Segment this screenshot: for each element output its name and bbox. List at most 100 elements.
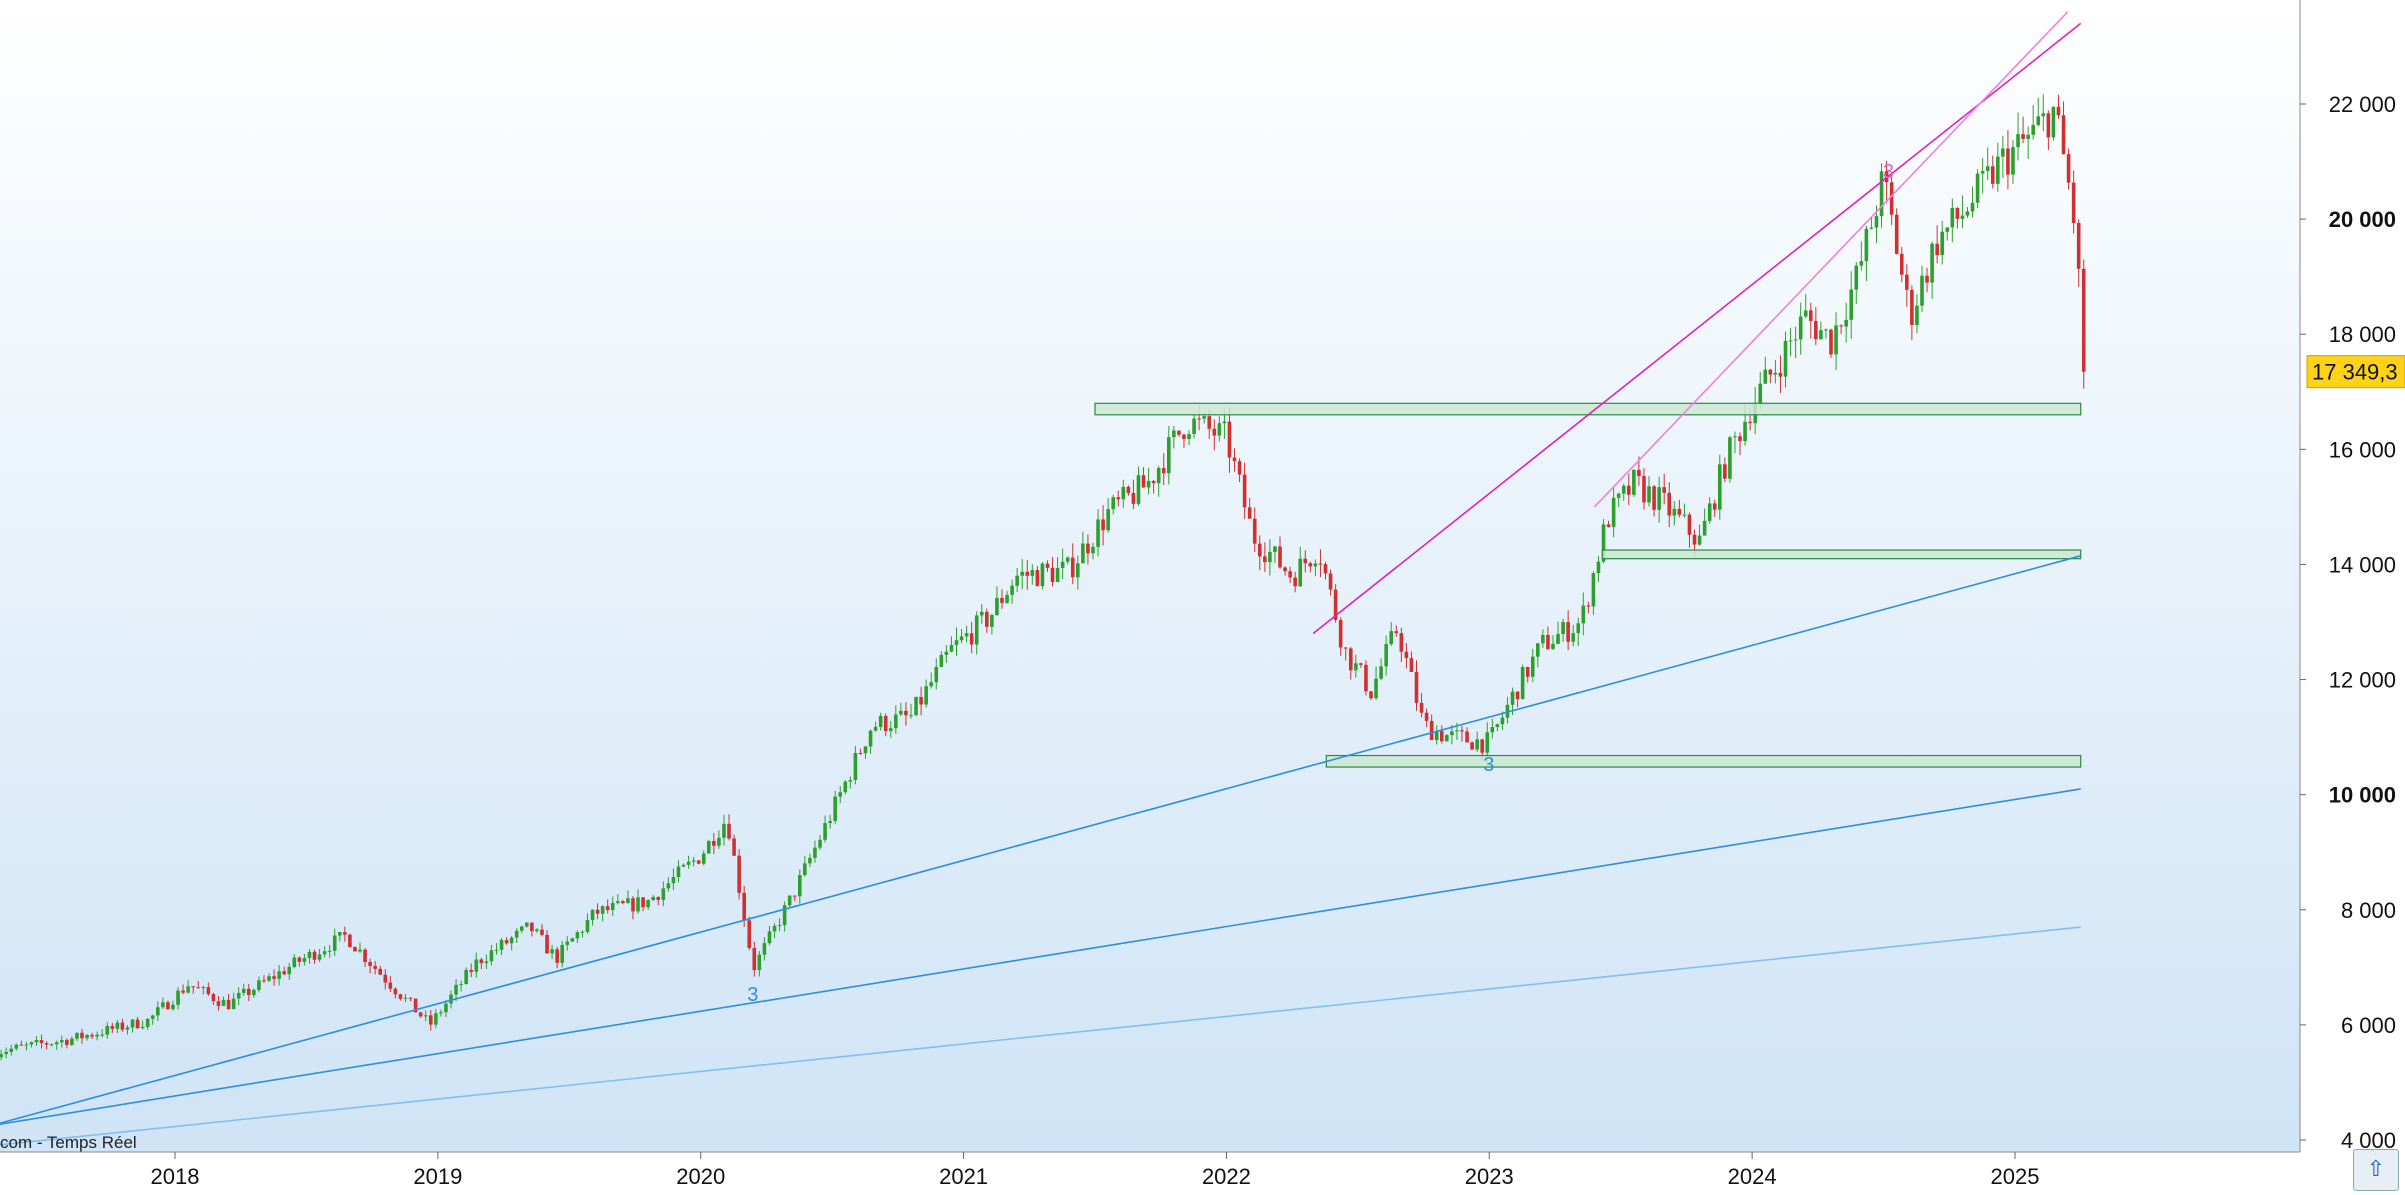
candle-body xyxy=(1030,570,1035,576)
candle-body xyxy=(555,949,559,963)
candle-body xyxy=(1546,635,1550,649)
candle-body xyxy=(1131,492,1136,504)
candle-body xyxy=(843,781,848,793)
candle-body xyxy=(1318,563,1323,565)
support-zone[interactable] xyxy=(1325,754,2082,768)
candle-body xyxy=(1060,561,1065,568)
candle-body xyxy=(686,861,691,865)
candle-body xyxy=(1596,561,1601,574)
candle-body xyxy=(894,714,898,729)
candle-body xyxy=(1551,643,1555,649)
candle-body xyxy=(252,989,256,996)
candle-body xyxy=(626,898,630,904)
candle-body xyxy=(863,746,868,754)
candle-body xyxy=(120,1022,125,1030)
candle-body xyxy=(2001,148,2005,157)
candle-body xyxy=(464,969,468,985)
x-tick-label: 2019 xyxy=(413,1164,462,1189)
trendline[interactable] xyxy=(0,555,2081,1126)
candles-layer xyxy=(0,94,2086,1061)
candle-body xyxy=(1808,310,1813,321)
candle-body xyxy=(1793,339,1798,341)
candle-body xyxy=(985,611,989,627)
candle-body xyxy=(439,1012,443,1014)
trendline[interactable] xyxy=(1593,11,2069,508)
candle-body xyxy=(171,1004,175,1010)
candle-body xyxy=(262,980,266,982)
candle-body xyxy=(1814,320,1818,340)
candle-body xyxy=(1536,643,1540,657)
candle-body xyxy=(348,934,352,948)
candle-body xyxy=(1237,461,1242,475)
candle-body xyxy=(1081,543,1085,564)
candle-body xyxy=(2081,268,2086,372)
candle-body xyxy=(616,901,620,903)
candle-body xyxy=(1293,577,1297,587)
candle-body xyxy=(115,1022,120,1029)
candle-body xyxy=(1116,497,1121,500)
candle-body xyxy=(156,1007,160,1016)
candle-body xyxy=(631,898,635,912)
candle-body xyxy=(949,645,954,652)
trendline[interactable] xyxy=(0,926,2081,1146)
candle-body xyxy=(504,940,509,944)
candle-body xyxy=(1738,436,1742,442)
candle-body xyxy=(272,976,276,979)
x-tick-label: 2023 xyxy=(1465,1164,1514,1189)
candle-body xyxy=(1343,647,1348,649)
support-zone[interactable] xyxy=(1094,402,2082,416)
candle-body xyxy=(1960,215,1965,219)
candle-body xyxy=(1647,486,1651,503)
candle-body xyxy=(1859,261,1864,266)
y-tick-label: 4 000 xyxy=(2341,1128,2396,1153)
candle-body xyxy=(1910,289,1914,325)
candle-body xyxy=(1354,663,1358,671)
candle-body xyxy=(757,954,762,971)
candle-body xyxy=(1288,571,1292,578)
trendline[interactable] xyxy=(1312,22,2082,635)
candle-body xyxy=(1996,156,2000,184)
candle-body xyxy=(1581,605,1586,624)
candle-body xyxy=(656,897,661,900)
candle-body xyxy=(575,932,580,939)
candle-body xyxy=(1975,173,1980,203)
candle-body xyxy=(383,974,388,983)
candle-body xyxy=(241,988,246,993)
candle-body xyxy=(883,715,888,732)
candle-body xyxy=(2021,134,2025,139)
candle-body xyxy=(24,1044,29,1046)
candle-body xyxy=(1273,546,1277,552)
candle-body xyxy=(868,730,873,747)
candle-body xyxy=(176,990,180,1005)
candle-body xyxy=(1525,667,1530,677)
candle-body xyxy=(2046,113,2051,138)
candle-body xyxy=(59,1039,64,1043)
candle-body xyxy=(1040,563,1045,587)
support-zone[interactable] xyxy=(1601,549,2082,560)
candle-body xyxy=(1480,739,1485,753)
candle-body xyxy=(1263,556,1267,563)
candle-body xyxy=(2031,124,2035,135)
candle-body xyxy=(651,897,655,901)
scroll-to-latest-button[interactable]: ⇧ xyxy=(2353,1149,2399,1191)
candle-body xyxy=(1475,739,1479,750)
candle-body xyxy=(545,934,549,954)
candle-body xyxy=(1111,497,1115,510)
candle-body xyxy=(130,1019,135,1028)
candle-body xyxy=(135,1019,140,1029)
candle-body xyxy=(661,888,666,900)
trendline[interactable] xyxy=(0,788,2081,1126)
candle-body xyxy=(1707,503,1712,521)
candle-body xyxy=(1247,507,1252,519)
candle-body xyxy=(1328,573,1333,590)
candle-body xyxy=(974,615,979,645)
candle-body xyxy=(358,949,362,952)
candle-body xyxy=(1723,464,1727,479)
candle-body xyxy=(1055,567,1060,582)
candle-body xyxy=(671,877,676,884)
candle-body xyxy=(2006,148,2010,175)
price-axis-background xyxy=(2300,0,2405,1152)
candle-body xyxy=(494,949,499,951)
